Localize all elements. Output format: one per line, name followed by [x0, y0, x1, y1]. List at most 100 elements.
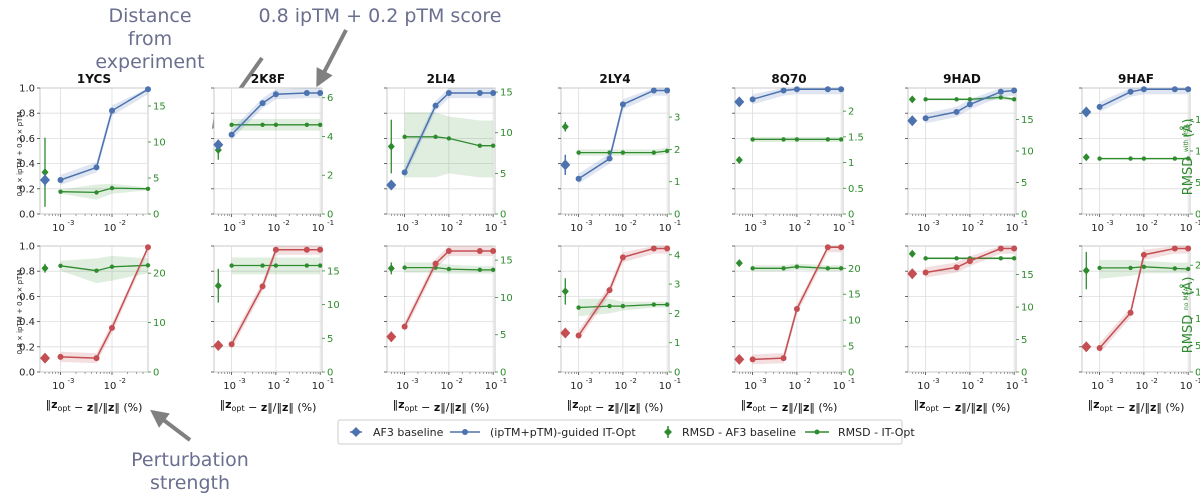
x-tick-label-exp: -3: [67, 377, 74, 385]
right-tick-label: 10: [327, 300, 340, 311]
score-point: [606, 155, 613, 162]
score-point: [650, 87, 657, 94]
x-axis-label-part: −: [245, 401, 261, 414]
x-axis-label-part: opt: [753, 404, 766, 413]
x-axis-label-part: ‖ (%): [114, 401, 142, 414]
x-axis-label: ‖zopt − z‖/‖z‖ (%): [567, 398, 664, 414]
score-point: [749, 96, 756, 103]
panel-title: 2LI4: [427, 72, 456, 86]
x-axis-label-part: ‖/‖: [93, 401, 108, 414]
x-tick-label-base: 10: [441, 381, 454, 392]
score-point: [259, 100, 266, 107]
x-tick-label-base: 10: [744, 381, 757, 392]
right-tick-label: 0: [153, 368, 159, 379]
x-axis-label-part: ‖: [741, 398, 747, 411]
x-axis-label-part: ‖: [220, 398, 226, 411]
legend-circle-icon: [814, 429, 820, 435]
x-axis-label-part: ‖ (%): [635, 401, 663, 414]
score-baseline-marker: [386, 179, 397, 191]
x-axis-label-part: z: [629, 401, 635, 414]
x-tick-label-base: 10: [104, 381, 117, 392]
rmsd-baseline-marker: [561, 287, 569, 296]
right-tick-label: 15: [1195, 287, 1200, 298]
rmsd-point: [781, 137, 786, 142]
score-point: [953, 264, 960, 271]
rmsd-point: [433, 134, 438, 139]
x-axis-label-part: z: [608, 401, 614, 414]
rmsd-baseline-marker: [387, 264, 395, 273]
left-tick-label: 0.6: [19, 134, 35, 145]
x-axis-label-part: ‖/‖: [788, 401, 803, 414]
score-point: [145, 244, 151, 251]
right-tick-label: 0: [1021, 368, 1027, 379]
x-axis-label-part: −: [766, 401, 782, 414]
panel-title: 9HAD: [943, 72, 981, 86]
rmsd-point: [664, 148, 670, 154]
legend-item-rmsd-it-opt: RMSD - IT-Opt: [805, 426, 915, 439]
right-tick-label: 15: [848, 290, 861, 301]
x-axis-label-part: −: [939, 401, 955, 414]
rmsd-point: [998, 95, 1004, 100]
score-point: [401, 323, 408, 330]
score-point: [490, 248, 497, 255]
right-tick-label: 10: [153, 318, 166, 329]
rmsd-point: [145, 263, 151, 268]
left-tick-label: 0.8: [19, 109, 35, 120]
rmsd-point: [967, 97, 973, 102]
score-point: [664, 245, 671, 252]
legend-circle-icon: [462, 429, 468, 435]
rmsd-point: [1011, 97, 1017, 102]
rmsd-point: [229, 122, 234, 128]
x-axis-label-part: z: [572, 398, 578, 411]
right-tick-label: 10: [1021, 303, 1034, 314]
x-axis-label-part: ‖: [567, 398, 573, 411]
score-baseline-marker: [907, 268, 918, 280]
right-tick-label: 0: [674, 210, 680, 221]
annotation-distance-line3: experiment: [95, 51, 204, 73]
rmsd-point: [1141, 264, 1147, 270]
rmsd-band: [1099, 259, 1189, 279]
rmsd-point: [273, 122, 279, 128]
x-axis-label-part: z: [455, 401, 461, 414]
score-point: [109, 324, 115, 331]
left-ylabel-top: 0.8 × ipTM + 0.2 × pTM: [16, 112, 24, 197]
score-point: [1140, 86, 1147, 93]
right-tick-label: 0: [1195, 368, 1200, 379]
right-tick-label: 3: [674, 113, 680, 124]
x-axis-label-part: z: [803, 401, 809, 414]
x-axis-label-part: ‖: [46, 398, 52, 411]
rmsd-point: [304, 263, 310, 268]
x-axis-label-part: z: [87, 401, 93, 414]
score-baseline-marker: [386, 331, 397, 343]
right-tick-label: 1.5: [848, 132, 864, 143]
x-tick-label-exp: -1: [327, 377, 334, 385]
x-tick-label-base: 10: [312, 381, 325, 392]
legend-diamond-icon: [664, 428, 672, 436]
score-point: [1011, 87, 1018, 94]
x-tick-label-exp: -1: [1021, 377, 1028, 385]
right-ylabel-bottom-unit: (Å): [1180, 276, 1196, 295]
right-ylabel-bottom-text: RMSD: [1181, 315, 1196, 354]
panel-title: 8Q70: [771, 72, 806, 86]
right-tick-label: 10: [848, 316, 861, 327]
x-tick-label-exp: -2: [119, 377, 126, 385]
rmsd-point: [651, 150, 657, 155]
right-tick-label: 0: [500, 210, 506, 221]
x-axis-label-part: −: [71, 401, 87, 414]
x-tick-label-exp: -3: [586, 219, 593, 227]
x-axis-label: ‖zopt − z‖/‖z‖ (%): [741, 398, 838, 414]
score-point: [966, 101, 973, 108]
score-point: [1011, 245, 1018, 252]
rmsd-line: [60, 264, 149, 272]
rmsd-point: [1185, 156, 1191, 161]
right-tick-label: 0.5: [848, 184, 864, 195]
rmsd-point: [446, 266, 452, 272]
rmsd-point: [954, 256, 959, 261]
x-tick-label-exp: -2: [977, 377, 984, 385]
x-tick-label-exp: -3: [1107, 377, 1114, 385]
x-tick-label-base: 10: [441, 223, 454, 234]
x-tick-label-base: 10: [1136, 381, 1149, 392]
